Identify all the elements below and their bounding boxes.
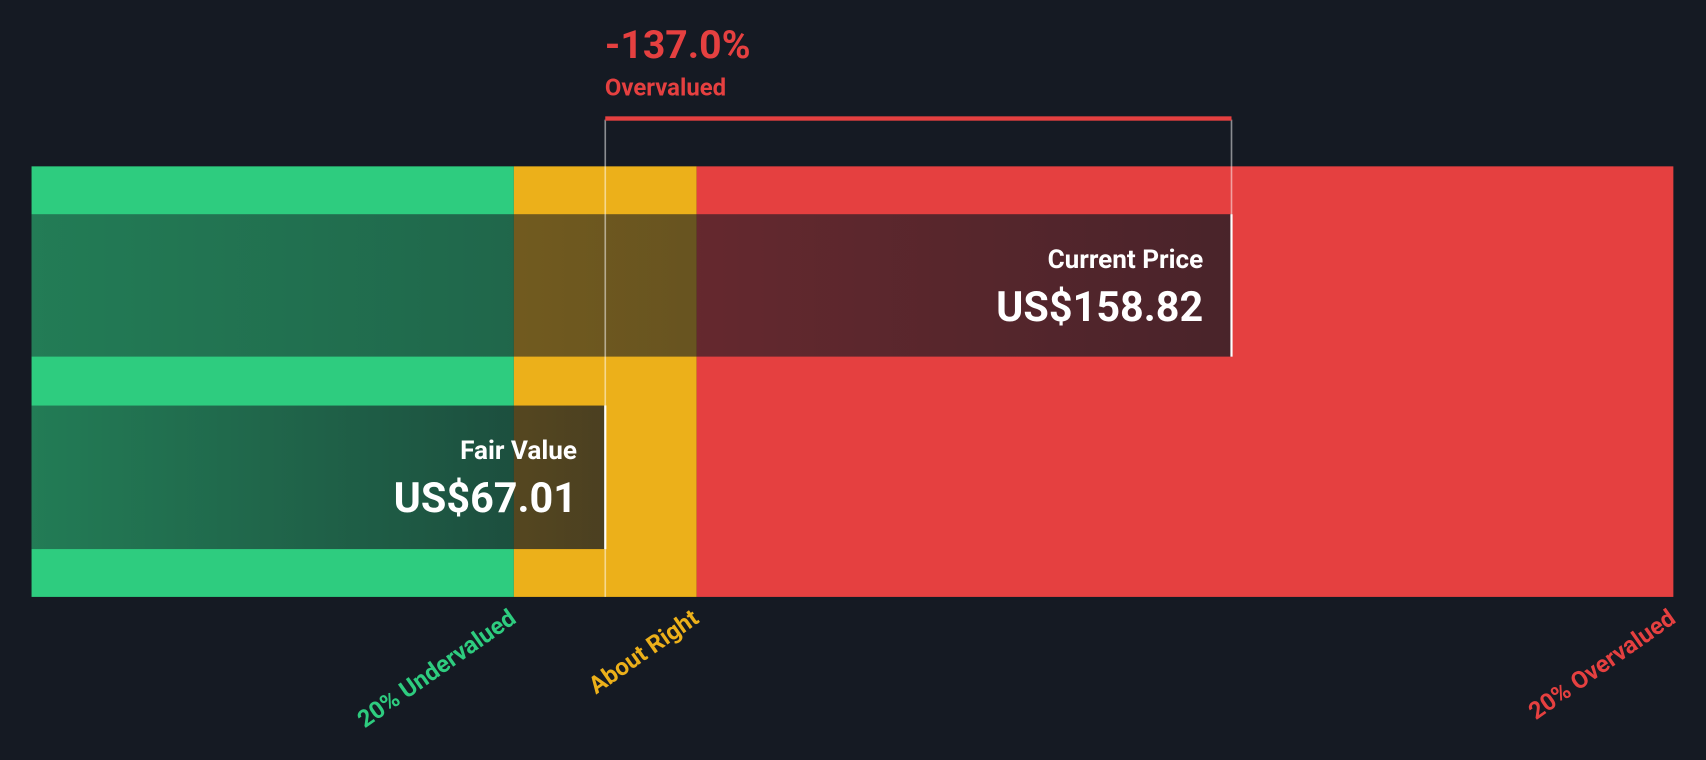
bar-value: US$67.01 — [394, 475, 577, 523]
bar-value: US$158.82 — [996, 284, 1203, 332]
difference-percent: -137.0% — [605, 22, 751, 68]
bar-category: Current Price — [1048, 245, 1204, 275]
bar-category: Fair Value — [460, 436, 577, 466]
value-bar — [31, 405, 606, 550]
difference-bracket — [605, 116, 1232, 121]
verdict: Overvalued — [605, 73, 726, 101]
bars: Current Price US$158.82 Fair Value US$67.01 — [31, 214, 1233, 550]
value-bar — [31, 214, 1232, 357]
